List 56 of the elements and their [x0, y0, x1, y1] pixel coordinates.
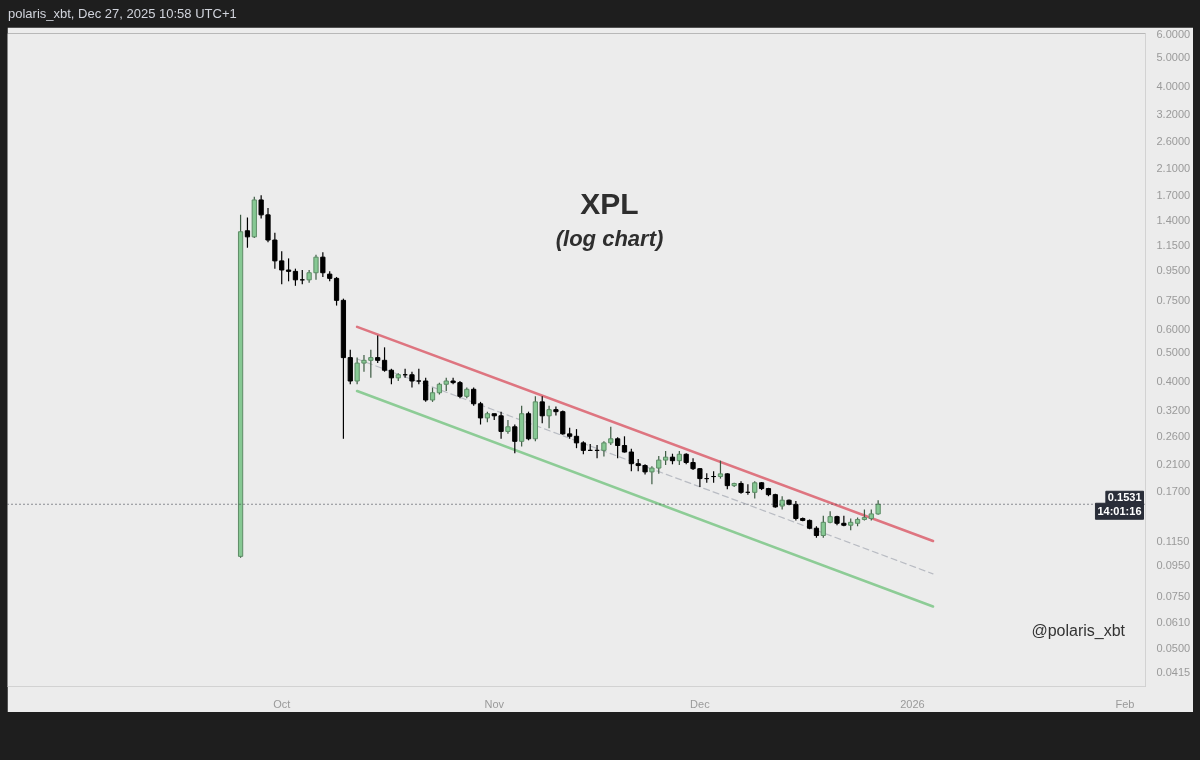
- candlestick: [423, 377, 429, 403]
- candlestick: [505, 419, 511, 435]
- candlestick: [820, 515, 826, 539]
- text: polaris_xbt, Dec 27, 2025 10:58 UTC+1: [8, 5, 237, 23]
- y-tick-label: 0.0750: [1156, 589, 1191, 602]
- x-tick-label: Oct: [273, 697, 291, 710]
- y-tick-label: 0.2100: [1156, 457, 1191, 470]
- y-tick-label: 0.0415: [1156, 665, 1191, 678]
- y-tick-label: 0.6000: [1156, 322, 1191, 335]
- candlestick: [381, 346, 388, 373]
- y-tick-label: 0.0500: [1156, 641, 1191, 654]
- candlestick: [512, 423, 518, 454]
- y-tick-label: 0.1150: [1156, 534, 1190, 547]
- candlestick: [628, 448, 634, 472]
- y-tick-label: 2.1000: [1156, 162, 1191, 175]
- candlestick: [258, 194, 264, 220]
- y-tick-label: 4.0000: [1156, 79, 1191, 92]
- candlestick: [608, 426, 614, 446]
- x-tick-label: 2026: [900, 697, 925, 710]
- annotation: @polaris_xbt: [1031, 622, 1126, 641]
- y-tick-label: 0.7500: [1156, 294, 1191, 307]
- y-tick-label: 0.2600: [1156, 430, 1191, 443]
- candlestick: [615, 436, 621, 459]
- candlestick: [333, 276, 340, 307]
- candlestick: [477, 401, 484, 426]
- y-tick-label: 3.2000: [1156, 108, 1191, 121]
- y-tick-label: 5.0000: [1156, 50, 1191, 63]
- y-tick-label: 1.4000: [1156, 214, 1191, 227]
- candlestick: [471, 387, 477, 407]
- candlestick: [573, 428, 580, 449]
- candlestick: [546, 405, 552, 429]
- x-tick-label: Dec: [690, 697, 711, 710]
- x-tick-label: Nov: [484, 697, 505, 710]
- y-tick-label: 6.0000: [1156, 27, 1191, 40]
- y-tick-label: 2.6000: [1156, 134, 1191, 147]
- y-tick-label: 0.0950: [1156, 559, 1191, 572]
- x-tick-label: Feb: [1115, 697, 1135, 710]
- candlestick: [320, 251, 326, 278]
- y-tick-label: 0.1700: [1156, 484, 1191, 497]
- y-tick-label: 0.5000: [1156, 346, 1191, 359]
- candlestick: [354, 357, 360, 385]
- candlestick: [244, 216, 251, 249]
- candlestick: [285, 257, 292, 282]
- candlestick: [375, 334, 381, 364]
- ref-line-label: 0.1531 14:01:16: [1097, 491, 1142, 518]
- text: XPL: [580, 186, 639, 220]
- candlestick: [498, 411, 504, 440]
- y-tick-label: 0.9500: [1156, 264, 1191, 277]
- y-tick-label: 0.4000: [1156, 375, 1191, 388]
- candlestick: [539, 395, 545, 424]
- candlestick: [347, 349, 353, 385]
- y-tick-label: 0.3200: [1156, 403, 1191, 416]
- text: (log chart): [555, 226, 664, 252]
- y-tick-label: 0.0610: [1156, 616, 1191, 629]
- y-tick-label: 1.7000: [1156, 189, 1191, 202]
- y-tick-label: 1.1500: [1156, 239, 1191, 252]
